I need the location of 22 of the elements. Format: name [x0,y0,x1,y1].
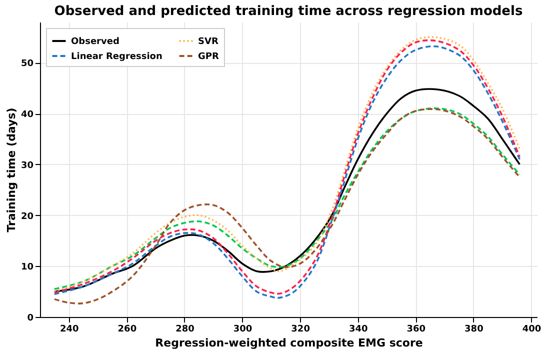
y-tick-label: 10 [20,262,34,273]
y-tick-label: 40 [20,110,34,120]
legend-label: SVR [198,37,218,47]
y-tick-label: 50 [20,59,34,70]
legend-label: GPR [198,52,219,62]
x-tick-label: 300 [233,324,252,334]
y-tick-label: 30 [20,160,34,171]
x-tick-label: 280 [176,324,194,334]
y-tick-label: 20 [20,212,34,222]
x-tick-label: 240 [60,324,79,334]
x-tick-label: 360 [406,324,426,334]
y-tick-label: 0 [27,314,34,324]
x-tick-label: 260 [118,324,137,334]
legend-label: Linear Regression [71,52,162,62]
legend-label: Observed [71,37,120,47]
x-tick-label: 340 [348,324,368,334]
x-tick-label: 320 [291,324,310,334]
x-tick-label: 400 [522,324,542,334]
y-axis-title: Training time (days) [4,108,18,232]
chart-title: Observed and predicted training time across regression models [54,4,523,19]
x-axis-title: Regression-weighted composite EMG score [155,336,423,350]
x-tick-label: 380 [464,324,484,334]
